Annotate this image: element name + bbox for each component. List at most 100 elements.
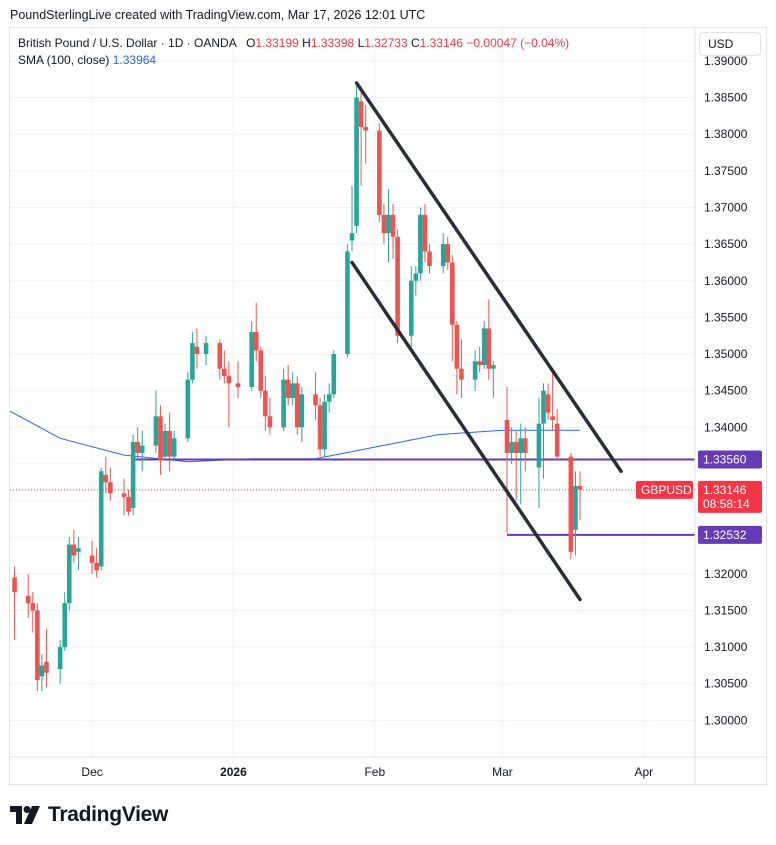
- countdown-label: 08:58:14: [703, 497, 750, 511]
- high-label: H: [302, 36, 311, 50]
- candle-body: [267, 416, 273, 428]
- low-value: 1.32733: [364, 36, 408, 50]
- candle-body: [554, 423, 560, 457]
- candle-body: [472, 361, 478, 380]
- x-tick-label: Dec: [81, 765, 102, 779]
- tradingview-logo[interactable]: TradingView: [10, 802, 168, 828]
- sma-value: 1.33964: [112, 53, 157, 67]
- candle-body: [354, 97, 359, 226]
- candle-body: [108, 482, 113, 494]
- grid: [10, 28, 694, 757]
- candle-body: [76, 548, 81, 552]
- candle-body: [57, 647, 63, 670]
- candle-body: [313, 394, 318, 406]
- currency-selector[interactable]: USD: [699, 32, 761, 56]
- y-tick-label: 1.31000: [704, 640, 748, 654]
- candle-body: [345, 251, 350, 355]
- y-tick-label: 1.35500: [704, 310, 748, 324]
- candle-body: [135, 441, 140, 453]
- candle-body: [573, 485, 578, 530]
- x-tick-label: Feb: [364, 765, 385, 779]
- y-tick-label: 1.30000: [704, 713, 748, 727]
- candle-body: [450, 262, 455, 325]
- candle-body: [568, 456, 574, 552]
- x-tick-label: Apr: [634, 765, 653, 779]
- last-price-tag: [698, 480, 762, 513]
- symbol-tag: [636, 480, 693, 499]
- candle-body: [459, 368, 464, 380]
- tradingview-logo-icon: [10, 806, 40, 824]
- candle-body: [217, 343, 223, 369]
- low-label: L: [357, 36, 365, 50]
- candle-body: [550, 416, 555, 420]
- candle-body: [358, 101, 364, 127]
- sma-title[interactable]: SMA (100, close): [18, 53, 110, 67]
- candle-body: [381, 214, 387, 234]
- candle-body: [66, 544, 72, 604]
- candle-body: [44, 661, 49, 673]
- channel-line: [354, 81, 623, 474]
- candle-body: [158, 416, 163, 461]
- candle-body: [509, 441, 514, 453]
- high-value: 1.33398: [310, 36, 355, 50]
- legend-sma: SMA (100, close) 1.33964: [18, 53, 156, 67]
- symbol-title[interactable]: British Pound / U.S. Dollar · 1D · OANDA: [18, 36, 237, 50]
- change-value: −0.00047 (−0.04%): [466, 36, 570, 50]
- candle-body: [577, 485, 583, 490]
- axes: 1.39000 1.38500 1.38000 1.37500 1.37000 1.365…: [10, 28, 766, 784]
- candle-body: [513, 441, 519, 453]
- y-tick-label: 1.34000: [704, 420, 748, 434]
- candle-body: [395, 236, 400, 336]
- candle-body: [290, 383, 296, 398]
- candle-body: [541, 390, 546, 424]
- candle-body: [522, 438, 528, 453]
- candle-body: [25, 595, 31, 604]
- candle-body: [418, 214, 423, 274]
- close-label: C: [410, 36, 420, 50]
- channel-lines: [350, 81, 623, 602]
- candle-body: [167, 430, 172, 457]
- candle-body: [258, 350, 264, 391]
- candle-body: [536, 423, 542, 468]
- y-tick-label: 1.38500: [704, 91, 748, 105]
- candle-body: [422, 214, 428, 252]
- candle-body: [408, 280, 414, 336]
- candle-body: [162, 430, 168, 457]
- candle-body: [235, 383, 241, 388]
- candle-body: [377, 130, 382, 215]
- candle-body: [504, 419, 510, 453]
- horizontal-levels: [10, 458, 695, 536]
- candle-body: [545, 394, 551, 413]
- y-tick-label: 1.30500: [704, 677, 748, 691]
- candle-body: [185, 379, 191, 439]
- candle-body: [203, 343, 209, 355]
- candle-body: [349, 233, 355, 241]
- candle-body: [139, 445, 145, 453]
- candle-body: [89, 555, 95, 563]
- candle-body: [98, 471, 104, 567]
- candle-body: [294, 383, 300, 428]
- candle-body: [281, 379, 286, 428]
- candle-body: [331, 354, 337, 395]
- candle-body: [518, 438, 524, 453]
- candle-body: [386, 214, 391, 234]
- candle-body: [326, 394, 332, 402]
- candle-body: [94, 562, 99, 571]
- candle-body: [454, 324, 460, 369]
- candle-body: [222, 368, 227, 377]
- close-value: 1.33146: [419, 36, 464, 50]
- level-price-tag: [698, 525, 762, 544]
- candle-body: [285, 379, 291, 398]
- y-tick-label: 1.36500: [704, 237, 748, 251]
- candle-body: [477, 361, 482, 366]
- candle-body: [35, 610, 40, 681]
- candle-body: [194, 346, 200, 355]
- candle-body: [71, 544, 77, 556]
- y-tick-label: 1.34500: [704, 384, 748, 398]
- level-price-tag: [698, 450, 762, 469]
- x-tick-label: 2026: [220, 765, 247, 779]
- open-value: 1.33199: [255, 36, 299, 50]
- candle-body: [130, 441, 136, 508]
